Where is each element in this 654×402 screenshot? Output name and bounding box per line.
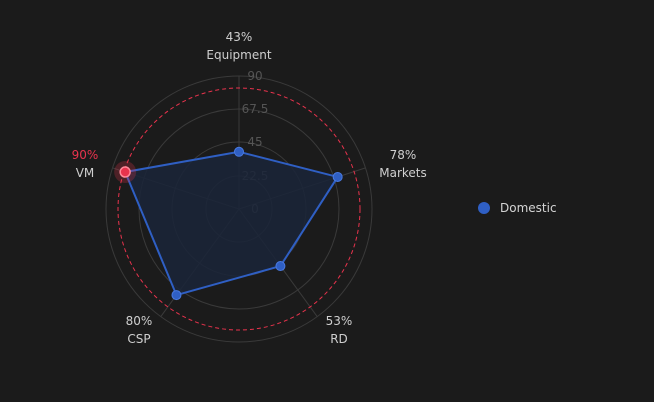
axis-label-equipment: Equipment xyxy=(206,48,271,62)
axis-label-rd: RD xyxy=(330,332,348,346)
legend-label-domestic[interactable]: Domestic xyxy=(500,201,557,215)
tick-label: 45 xyxy=(247,135,262,149)
series-area xyxy=(123,150,340,297)
axis-label-markets: Markets xyxy=(379,166,427,180)
value-label-equipment: 43% xyxy=(226,30,253,44)
threshold-ring xyxy=(117,87,361,331)
data-point-markets xyxy=(332,171,343,182)
series-domestic xyxy=(114,146,343,301)
value-label-rd: 53% xyxy=(326,314,353,328)
tick-label: 90 xyxy=(247,69,262,83)
data-point-equipment xyxy=(234,146,244,157)
data-point-csp xyxy=(171,290,182,301)
axis-label-csp: CSP xyxy=(127,332,150,346)
axis-labels: 43% Equipment 78% Markets 53% RD 80% CSP 90% VM xyxy=(72,30,427,346)
threshold-circle xyxy=(117,87,361,331)
value-label-markets: 78% xyxy=(390,148,417,162)
tick-label: 67.5 xyxy=(242,102,269,116)
data-point-rd xyxy=(275,261,286,272)
data-point-vm xyxy=(119,166,131,178)
value-label-vm: 90% xyxy=(72,148,99,162)
legend: Domestic xyxy=(478,201,557,215)
axis-label-vm: VM xyxy=(76,166,95,180)
legend-marker-domestic[interactable] xyxy=(478,202,490,214)
value-label-csp: 80% xyxy=(126,314,153,328)
